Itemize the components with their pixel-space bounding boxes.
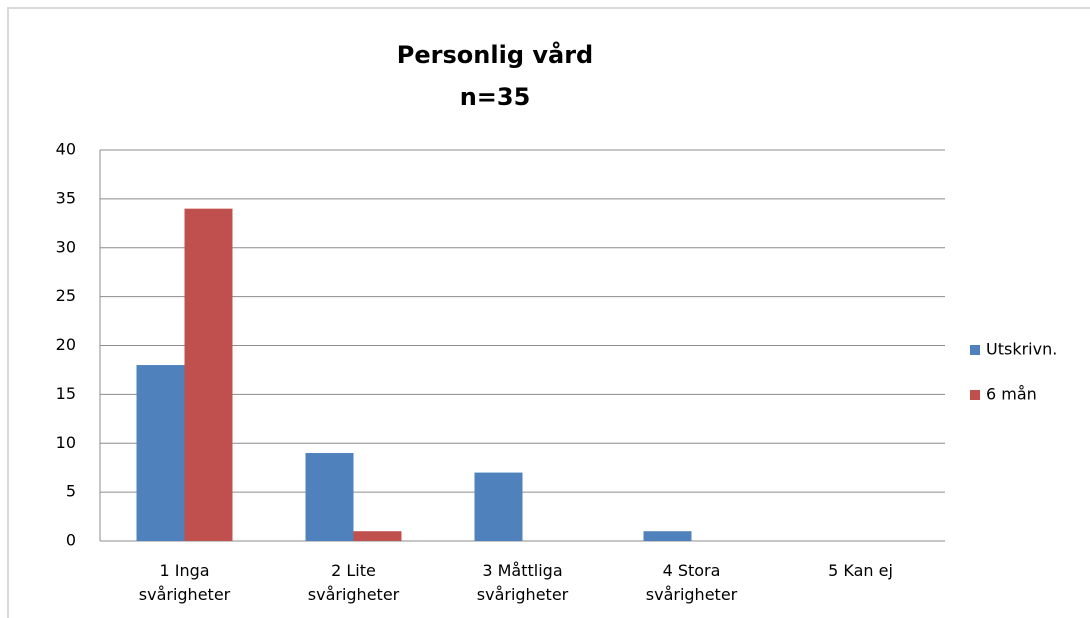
legend-label: 6 mån [986,385,1037,404]
y-tick-label: 30 [56,237,76,256]
x-tick-label: 5 Kan ej [828,561,893,580]
chart-border [7,7,1090,618]
bar [353,531,402,541]
x-tick-label: 2 Lite svårigheter [307,561,400,604]
legend-swatch [970,345,980,355]
bar [474,472,523,541]
y-tick-label: 15 [56,384,76,403]
legend-swatch [970,390,980,400]
y-tick-label: 35 [56,188,76,207]
y-tick-label: 10 [56,433,76,452]
chart-subtitle: n=35 [460,83,531,111]
x-tick-label: 1 Inga svårigheter [138,561,231,604]
y-tick-label: 0 [66,531,76,550]
bar [136,365,185,541]
legend-label: Utskrivn. [986,340,1057,359]
x-tick-label: 4 Stora svårigheter [645,561,738,604]
bar [643,531,692,541]
y-tick-label: 5 [66,482,76,501]
bar [184,208,233,541]
y-tick-label: 40 [56,140,76,159]
bar [305,453,354,541]
y-tick-label: 25 [56,286,76,305]
x-tick-label: 3 Måttliga svårigheter [476,561,569,604]
chart-title: Personlig vård [397,40,593,69]
y-tick-label: 20 [56,335,76,354]
